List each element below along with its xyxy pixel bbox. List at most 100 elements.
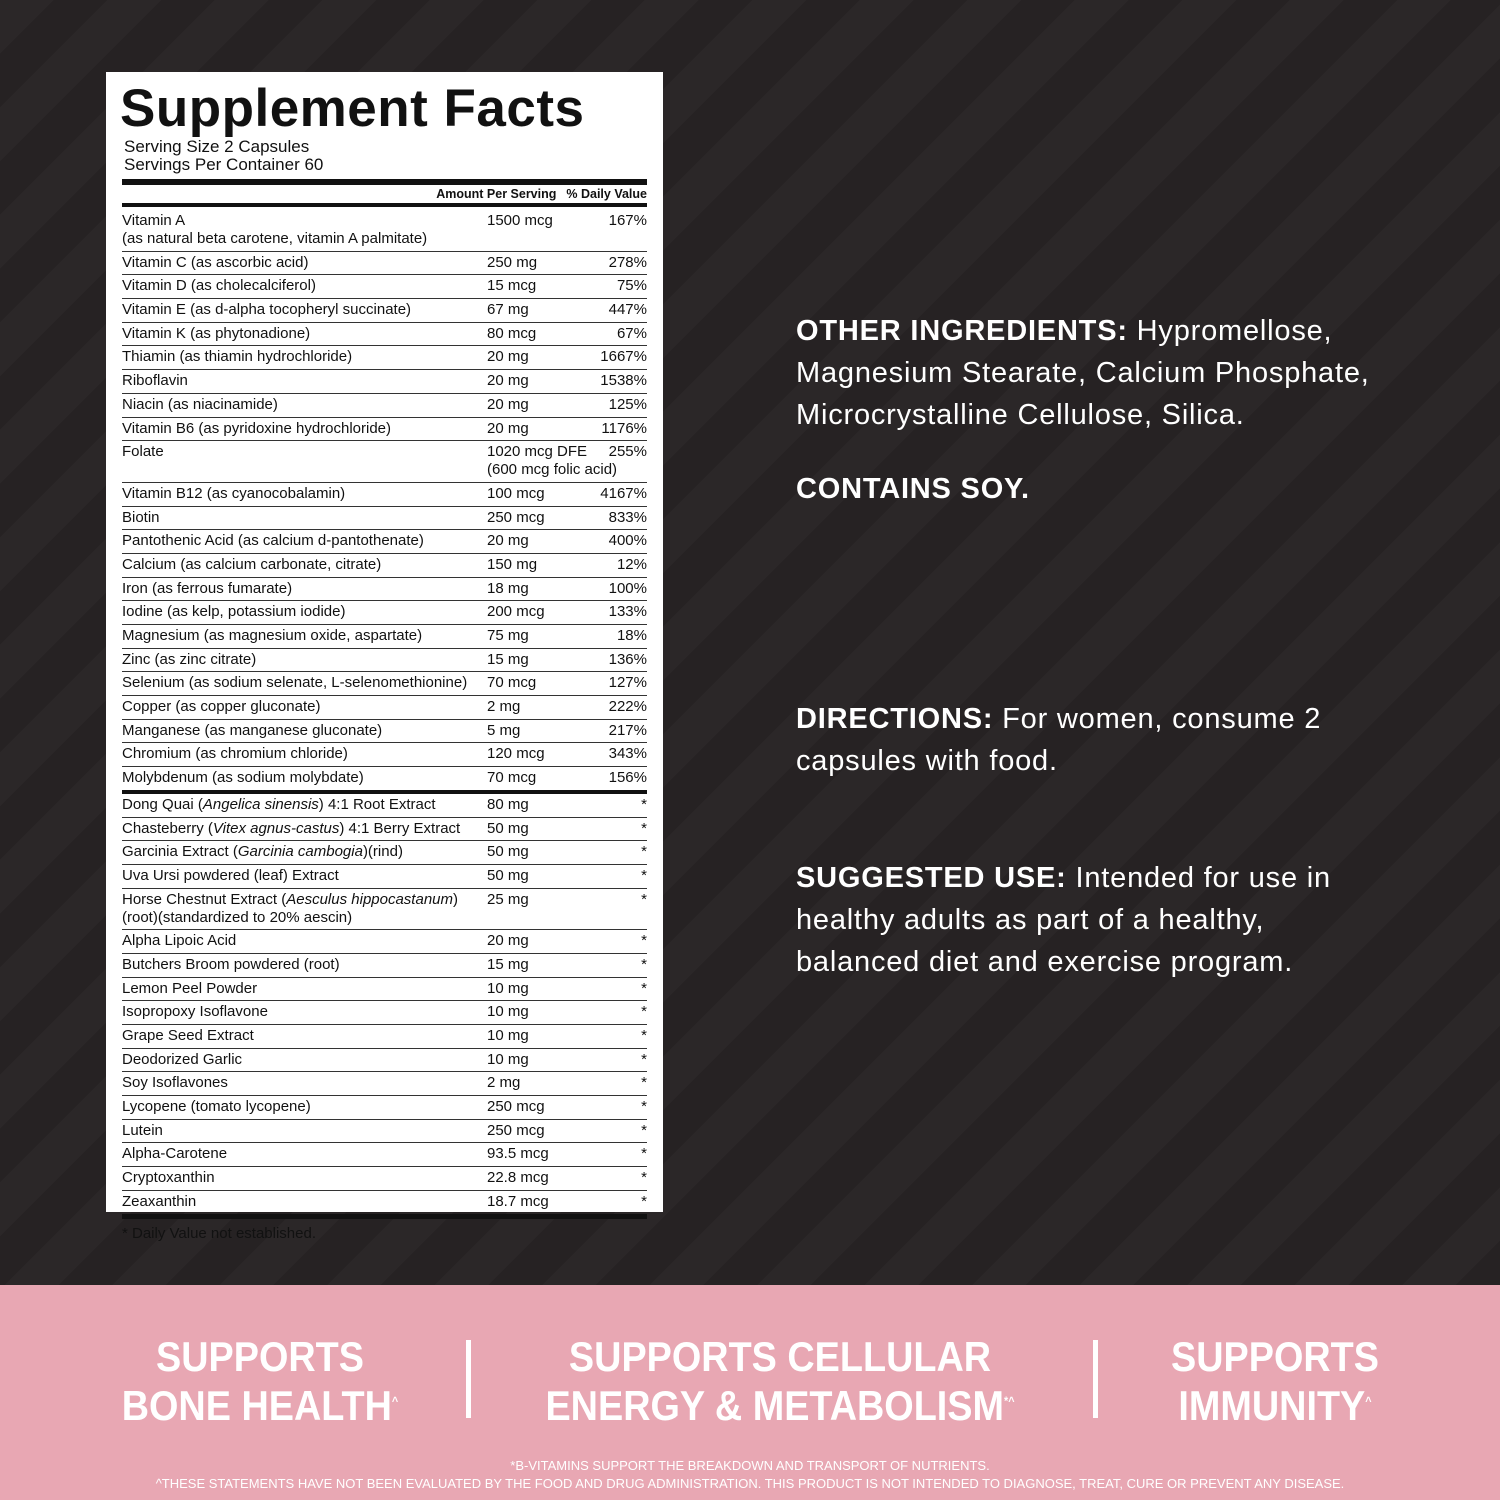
nutrient-amount: 50 mg bbox=[487, 866, 529, 884]
column-headers: Amount Per Serving % Daily Value bbox=[122, 185, 647, 203]
nutrient-daily-value: * bbox=[641, 1121, 647, 1139]
nutrient-daily-value: * bbox=[641, 1050, 647, 1068]
nutrient-row: Thiamin (as thiamin hydrochloride) 20 mg 1… bbox=[122, 346, 647, 371]
nutrient-amount: 50 mg bbox=[487, 843, 529, 861]
nutrient-daily-value: 278% bbox=[608, 253, 647, 271]
nutrient-daily-value: 12% bbox=[616, 555, 647, 573]
nutrient-daily-value: 125% bbox=[608, 395, 647, 413]
nutrient-daily-value: * bbox=[641, 843, 647, 861]
nutrient-amount: 70 mcg bbox=[487, 769, 537, 787]
nutrient-daily-value: 833% bbox=[608, 508, 647, 526]
nutrient-name: Selenium (as sodium selenate, L-selenome… bbox=[122, 674, 468, 692]
nutrient-amount: 20 mg bbox=[487, 348, 529, 366]
nutrient-name: Zinc (as zinc citrate) bbox=[122, 650, 257, 668]
nutrient-amount: 75 mg bbox=[487, 627, 529, 644]
nutrient-amount: 10 mg bbox=[487, 1050, 529, 1068]
nutrient-name: Vitamin D (as cholecalciferol) bbox=[122, 277, 316, 295]
divider bbox=[1093, 1340, 1098, 1418]
nutrient-amount: 25 mg bbox=[487, 890, 529, 908]
nutrient-name: Alpha Lipoic Acid bbox=[122, 932, 237, 950]
nutrient-amount: 22.8 mcg bbox=[487, 1169, 549, 1187]
nutrient-name: Chromium (as chromium chloride) bbox=[122, 745, 348, 763]
nutrient-name: Lemon Peel Powder bbox=[122, 979, 258, 997]
claim-line: SUPPORTS bbox=[1171, 1333, 1379, 1380]
nutrient-row: Vitamin D (as cholecalciferol) 15 mcg 75% bbox=[122, 275, 647, 300]
nutrient-daily-value: 343% bbox=[608, 745, 647, 763]
nutrient-name: Vitamin C (as ascorbic acid) bbox=[122, 253, 309, 271]
claim-line: BONE HEALTH bbox=[121, 1382, 392, 1429]
nutrient-name: Vitamin B6 (as pyridoxine hydrochloride) bbox=[122, 419, 392, 437]
nutrient-name: Molybdenum (as sodium molybdate) bbox=[122, 769, 364, 787]
daily-value-header: % Daily Value bbox=[566, 187, 647, 201]
nutrient-name: Niacin (as niacinamide) bbox=[122, 395, 278, 413]
nutrient-amount: 250 mcg bbox=[487, 1098, 545, 1116]
nutrient-row: Molybdenum (as sodium molybdate) 70 mcg 15… bbox=[122, 767, 647, 794]
nutrient-amount: 250 mg bbox=[487, 253, 538, 271]
nutrient-daily-value: 255% bbox=[608, 443, 647, 461]
nutrient-row: Copper (as copper gluconate) 2 mg 222% bbox=[122, 696, 647, 720]
servings-per-container: Servings Per Container 60 bbox=[124, 155, 324, 174]
nutrient-daily-value: 156% bbox=[608, 769, 647, 787]
nutrient-daily-value: * bbox=[641, 932, 647, 950]
nutrient-row: Selenium (as sodium selenate, L-selenome… bbox=[122, 672, 647, 697]
nutrient-daily-value: * bbox=[641, 1098, 647, 1116]
nutrient-daily-value: * bbox=[641, 1192, 647, 1210]
nutrient-name: Copper (as copper gluconate) bbox=[122, 698, 321, 716]
suggested-use: SUGGESTED USE: Intended for use in healt… bbox=[796, 857, 1396, 983]
nutrient-row: Lemon Peel Powder 10 mg * bbox=[122, 978, 647, 1002]
nutrient-row: Lutein 250 mcg * bbox=[122, 1120, 647, 1144]
claim-bone-health: SUPPORTS BONE HEALTH^ bbox=[112, 1335, 409, 1428]
nutrient-row: Alpha-Carotene 93.5 mcg * bbox=[122, 1143, 647, 1168]
contains-soy: CONTAINS SOY. bbox=[796, 468, 1436, 510]
nutrient-daily-value: 127% bbox=[608, 674, 647, 692]
label-title: Supplement Facts bbox=[120, 79, 585, 138]
nutrient-amount: 50 mg bbox=[487, 819, 529, 837]
nutrient-table: Vitamin A (as natural beta carotene, vita… bbox=[122, 210, 647, 1219]
nutrient-daily-value: 133% bbox=[608, 603, 647, 621]
nutrient-row: Zeaxanthin 18.7 mcg * bbox=[122, 1191, 647, 1219]
nutrient-daily-value: * bbox=[641, 1027, 647, 1044]
nutrient-amount: 20 mg bbox=[487, 932, 529, 950]
nutrient-amount: 18.7 mcg bbox=[487, 1192, 549, 1210]
nutrient-name: Zeaxanthin bbox=[122, 1192, 197, 1210]
nutrient-name: Butchers Broom powdered (root) bbox=[122, 955, 340, 973]
nutrient-amount: 80 mcg bbox=[487, 324, 537, 342]
suggested-use-text: Intended for use in healthy adults as pa… bbox=[796, 862, 1331, 978]
nutrient-daily-value: 1667% bbox=[600, 348, 647, 366]
nutrient-row: Vitamin B6 (as pyridoxine hydrochloride)… bbox=[122, 418, 647, 442]
nutrient-amount: 250 mcg bbox=[487, 1121, 545, 1139]
nutrient-name: Uva Ursi powdered (leaf) Extract bbox=[122, 866, 339, 884]
nutrient-row: Butchers Broom powdered (root) 15 mg * bbox=[122, 954, 647, 978]
nutrient-amount: 120 mcg bbox=[487, 745, 545, 763]
claim-immunity: SUPPORTS IMMUNITY^ bbox=[1154, 1335, 1397, 1428]
nutrient-name: Manganese (as manganese gluconate) bbox=[122, 721, 383, 739]
directions: DIRECTIONS: For women, consume 2 capsule… bbox=[796, 698, 1356, 782]
nutrient-amount: 20 mg bbox=[487, 532, 529, 550]
nutrient-row: Vitamin E (as d-alpha tocopheryl succina… bbox=[122, 299, 647, 323]
nutrient-row: Lycopene (tomato lycopene) 250 mcg * bbox=[122, 1096, 647, 1120]
nutrient-name: Isopropoxy Isoflavone bbox=[122, 1003, 268, 1021]
nutrient-row: Calcium (as calcium carbonate, citrate) 1… bbox=[122, 554, 647, 578]
nutrient-amount: 10 mg bbox=[487, 979, 529, 997]
nutrient-row: Manganese (as manganese gluconate) 5 mg 21… bbox=[122, 720, 647, 744]
suggested-use-label: SUGGESTED USE: bbox=[796, 862, 1067, 894]
nutrient-daily-value: 167% bbox=[608, 212, 647, 229]
nutrient-row: Alpha Lipoic Acid 20 mg * bbox=[122, 930, 647, 954]
nutrient-name: Alpha-Carotene bbox=[122, 1145, 228, 1163]
nutrient-daily-value: 100% bbox=[608, 579, 647, 597]
claim-energy-metabolism: SUPPORTS CELLULAR ENERGY & METABOLISM*^ bbox=[533, 1335, 1028, 1428]
nutrient-name: Riboflavin bbox=[122, 372, 188, 390]
nutrient-daily-value: 217% bbox=[608, 721, 647, 739]
amount-header: Amount Per Serving bbox=[436, 187, 557, 201]
nutrient-name: Vitamin E (as d-alpha tocopheryl succina… bbox=[122, 301, 412, 319]
other-ingredients: OTHER INGREDIENTS: Hypromellose, Magnesi… bbox=[796, 310, 1436, 436]
claim-line: IMMUNITY bbox=[1178, 1382, 1366, 1429]
nutrient-amount: 93.5 mcg bbox=[487, 1145, 549, 1163]
nutrient-amount: 20 mg bbox=[487, 395, 529, 413]
nutrient-amount: 67 mg bbox=[487, 301, 529, 319]
divider bbox=[466, 1340, 471, 1418]
disclaimer-b-vitamins: *B-VITAMINS SUPPORT THE BREAKDOWN AND TR… bbox=[510, 1458, 990, 1473]
nutrient-amount: 5 mg bbox=[487, 721, 521, 739]
claim-mark: ^ bbox=[1365, 1394, 1372, 1408]
directions-label: DIRECTIONS: bbox=[796, 703, 994, 735]
